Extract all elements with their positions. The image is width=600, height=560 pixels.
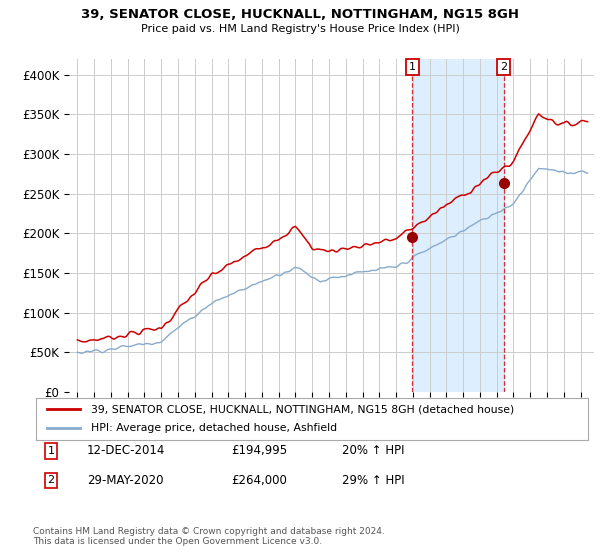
Text: 1: 1 xyxy=(47,446,55,456)
Text: 29% ↑ HPI: 29% ↑ HPI xyxy=(342,474,404,487)
Text: HPI: Average price, detached house, Ashfield: HPI: Average price, detached house, Ashf… xyxy=(91,423,337,433)
Text: £194,995: £194,995 xyxy=(231,444,287,458)
Text: 2: 2 xyxy=(47,475,55,486)
Text: £264,000: £264,000 xyxy=(231,474,287,487)
Text: 39, SENATOR CLOSE, HUCKNALL, NOTTINGHAM, NG15 8GH: 39, SENATOR CLOSE, HUCKNALL, NOTTINGHAM,… xyxy=(81,8,519,21)
Text: Price paid vs. HM Land Registry's House Price Index (HPI): Price paid vs. HM Land Registry's House … xyxy=(140,24,460,34)
Text: Contains HM Land Registry data © Crown copyright and database right 2024.
This d: Contains HM Land Registry data © Crown c… xyxy=(33,526,385,546)
Text: 1: 1 xyxy=(409,62,416,72)
Text: 39, SENATOR CLOSE, HUCKNALL, NOTTINGHAM, NG15 8GH (detached house): 39, SENATOR CLOSE, HUCKNALL, NOTTINGHAM,… xyxy=(91,404,514,414)
Text: 2: 2 xyxy=(500,62,507,72)
Text: 20% ↑ HPI: 20% ↑ HPI xyxy=(342,444,404,458)
Bar xyxy=(412,59,503,392)
Text: 12-DEC-2014: 12-DEC-2014 xyxy=(87,444,166,458)
Text: 29-MAY-2020: 29-MAY-2020 xyxy=(87,474,163,487)
